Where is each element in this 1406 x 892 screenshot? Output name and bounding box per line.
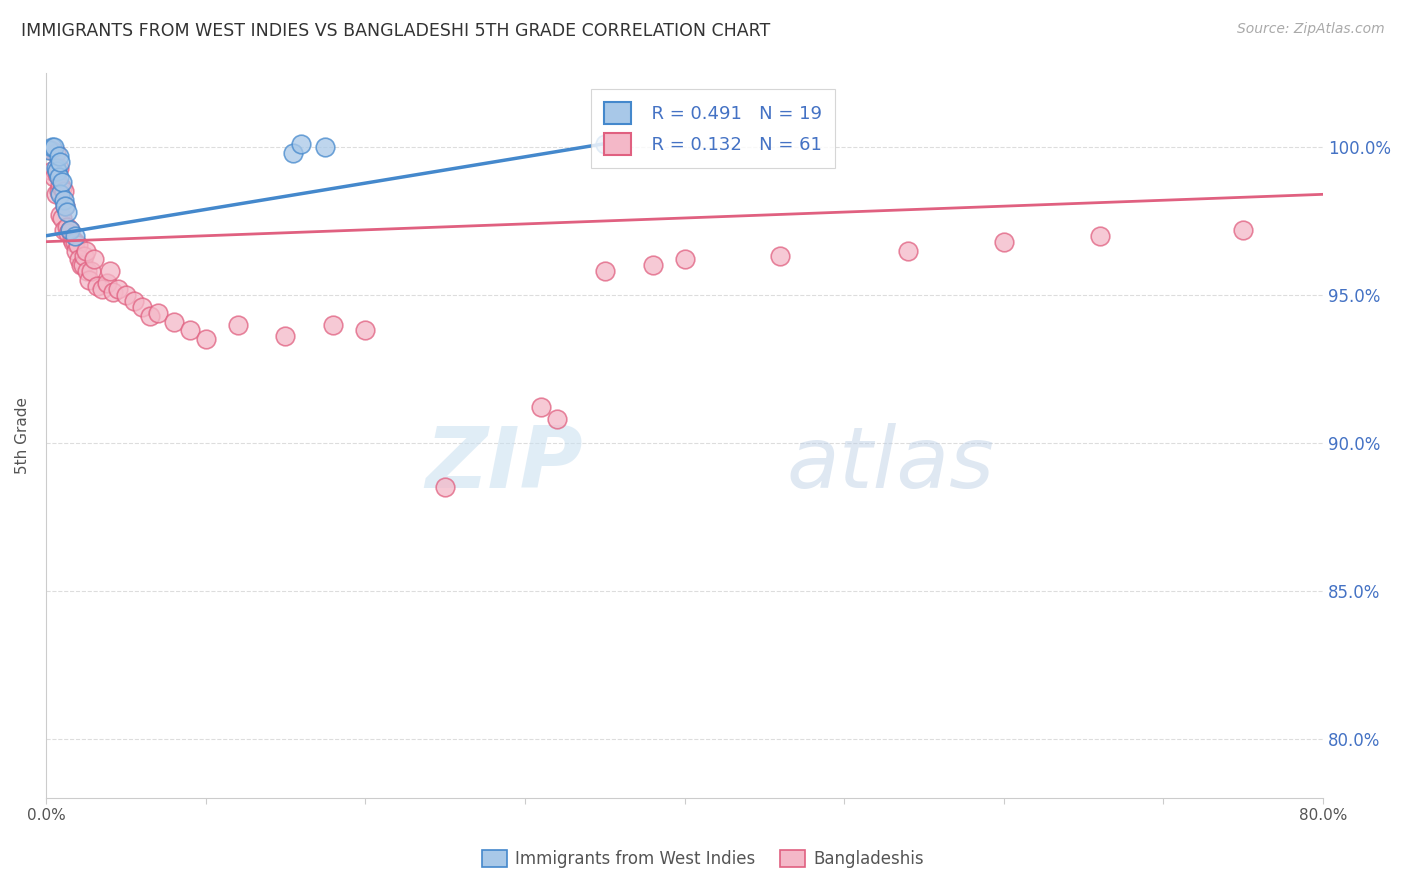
Point [69, 252, 91, 267]
Point [226, 318, 249, 332]
Point [114, 288, 136, 302]
Point [60, 232, 83, 246]
Point [354, 323, 377, 337]
Point [59, 223, 82, 237]
Point [194, 332, 217, 346]
Point [673, 252, 696, 267]
Point [52, 223, 75, 237]
Point [146, 306, 169, 320]
Point [897, 244, 920, 258]
Point [1088, 228, 1111, 243]
Point [52, 193, 75, 207]
Point [86, 279, 108, 293]
Text: ZIP: ZIP [425, 423, 582, 506]
Point [39, 143, 62, 157]
Text: Source: ZipAtlas.com: Source: ZipAtlas.com [1237, 22, 1385, 37]
Point [38, 143, 60, 157]
Point [90, 282, 112, 296]
Point [53, 199, 76, 213]
Point [546, 412, 568, 426]
Point [179, 323, 201, 337]
Point [139, 309, 162, 323]
Point [593, 136, 616, 151]
Point [45, 187, 67, 202]
Point [98, 264, 121, 278]
Point [131, 300, 153, 314]
Point [107, 282, 129, 296]
Point [993, 235, 1015, 249]
Point [49, 154, 72, 169]
Point [1232, 223, 1254, 237]
Point [73, 250, 96, 264]
Point [122, 293, 145, 308]
Point [52, 185, 75, 199]
Point [51, 181, 73, 195]
Point [49, 208, 72, 222]
Legend: Immigrants from West Indies, Bangladeshis: Immigrants from West Indies, Bangladeshi… [475, 843, 931, 875]
Point [49, 178, 72, 193]
Point [45, 145, 67, 160]
Point [96, 276, 118, 290]
Point [75, 244, 97, 258]
Point [530, 401, 553, 415]
Point [769, 250, 792, 264]
Point [314, 140, 336, 154]
Point [66, 237, 89, 252]
Point [41, 163, 63, 178]
Point [41, 140, 63, 154]
Point [51, 211, 73, 225]
Point [59, 223, 82, 237]
Point [70, 258, 93, 272]
Point [283, 145, 305, 160]
Point [49, 187, 72, 202]
Point [48, 185, 70, 199]
Point [101, 285, 124, 299]
Point [76, 264, 98, 278]
Point [290, 136, 312, 151]
Text: IMMIGRANTS FROM WEST INDIES VS BANGLADESHI 5TH GRADE CORRELATION CHART: IMMIGRANTS FROM WEST INDIES VS BANGLADES… [21, 22, 770, 40]
Point [55, 219, 77, 234]
Point [62, 235, 84, 249]
Point [593, 264, 616, 278]
Point [72, 258, 94, 272]
Point [42, 169, 65, 184]
Point [434, 480, 457, 494]
Point [163, 315, 186, 329]
Point [48, 169, 70, 184]
Point [42, 140, 65, 154]
Point [53, 199, 76, 213]
Point [79, 264, 101, 278]
Point [63, 235, 86, 249]
Point [83, 252, 105, 267]
Point [46, 163, 69, 178]
Point [45, 161, 67, 175]
Point [51, 176, 73, 190]
Point [63, 228, 86, 243]
Point [58, 226, 80, 240]
Legend:   R = 0.491   N = 19,   R = 0.132   N = 61: R = 0.491 N = 19, R = 0.132 N = 61 [592, 89, 835, 168]
Point [65, 244, 87, 258]
Point [274, 329, 297, 343]
Point [641, 258, 664, 272]
Point [46, 167, 69, 181]
Point [48, 149, 70, 163]
Point [55, 205, 77, 219]
Point [322, 318, 344, 332]
Y-axis label: 5th Grade: 5th Grade [15, 397, 30, 474]
Point [48, 161, 70, 175]
Point [77, 273, 100, 287]
Text: atlas: atlas [787, 423, 994, 506]
